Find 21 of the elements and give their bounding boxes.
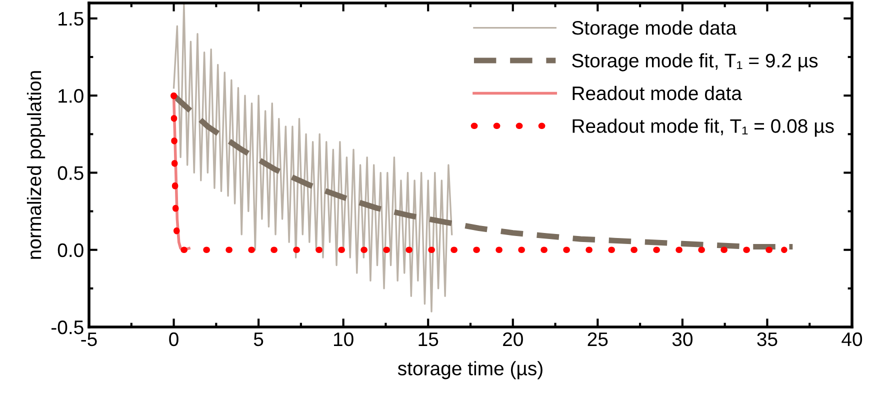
x-tick-label: 5 [254,332,264,346]
x-tick-label: 25 [588,332,608,346]
y-axis-title: normalized population [26,71,46,259]
x-tick-label: 40 [842,332,862,346]
y-tick-label: 0.5 [58,166,84,180]
y-tick-label: 1.5 [58,12,84,26]
x-tick-label: 10 [334,332,354,346]
y-tick-label: 0.0 [58,243,84,258]
x-tick-label: 30 [672,332,692,346]
y-tick-label: -0.5 [52,320,84,334]
x-tick-label: 35 [757,332,778,346]
x-tick-label: 20 [503,332,523,346]
legend-label: Storage mode fit, T₁ = 9.2 µs [572,53,818,72]
x-tick-label: 15 [418,332,438,346]
x-tick-label: 0 [169,332,178,346]
legend-label: Readout mode fit, T₁ = 0.08 µs [572,118,834,137]
x-tick-label: -5 [81,332,97,346]
y-tick-label: 1.0 [58,89,84,103]
legend-label: Storage mode data [572,20,737,39]
x-axis-title: storage time (µs) [398,361,542,380]
legend-label: Readout mode data [572,86,742,100]
